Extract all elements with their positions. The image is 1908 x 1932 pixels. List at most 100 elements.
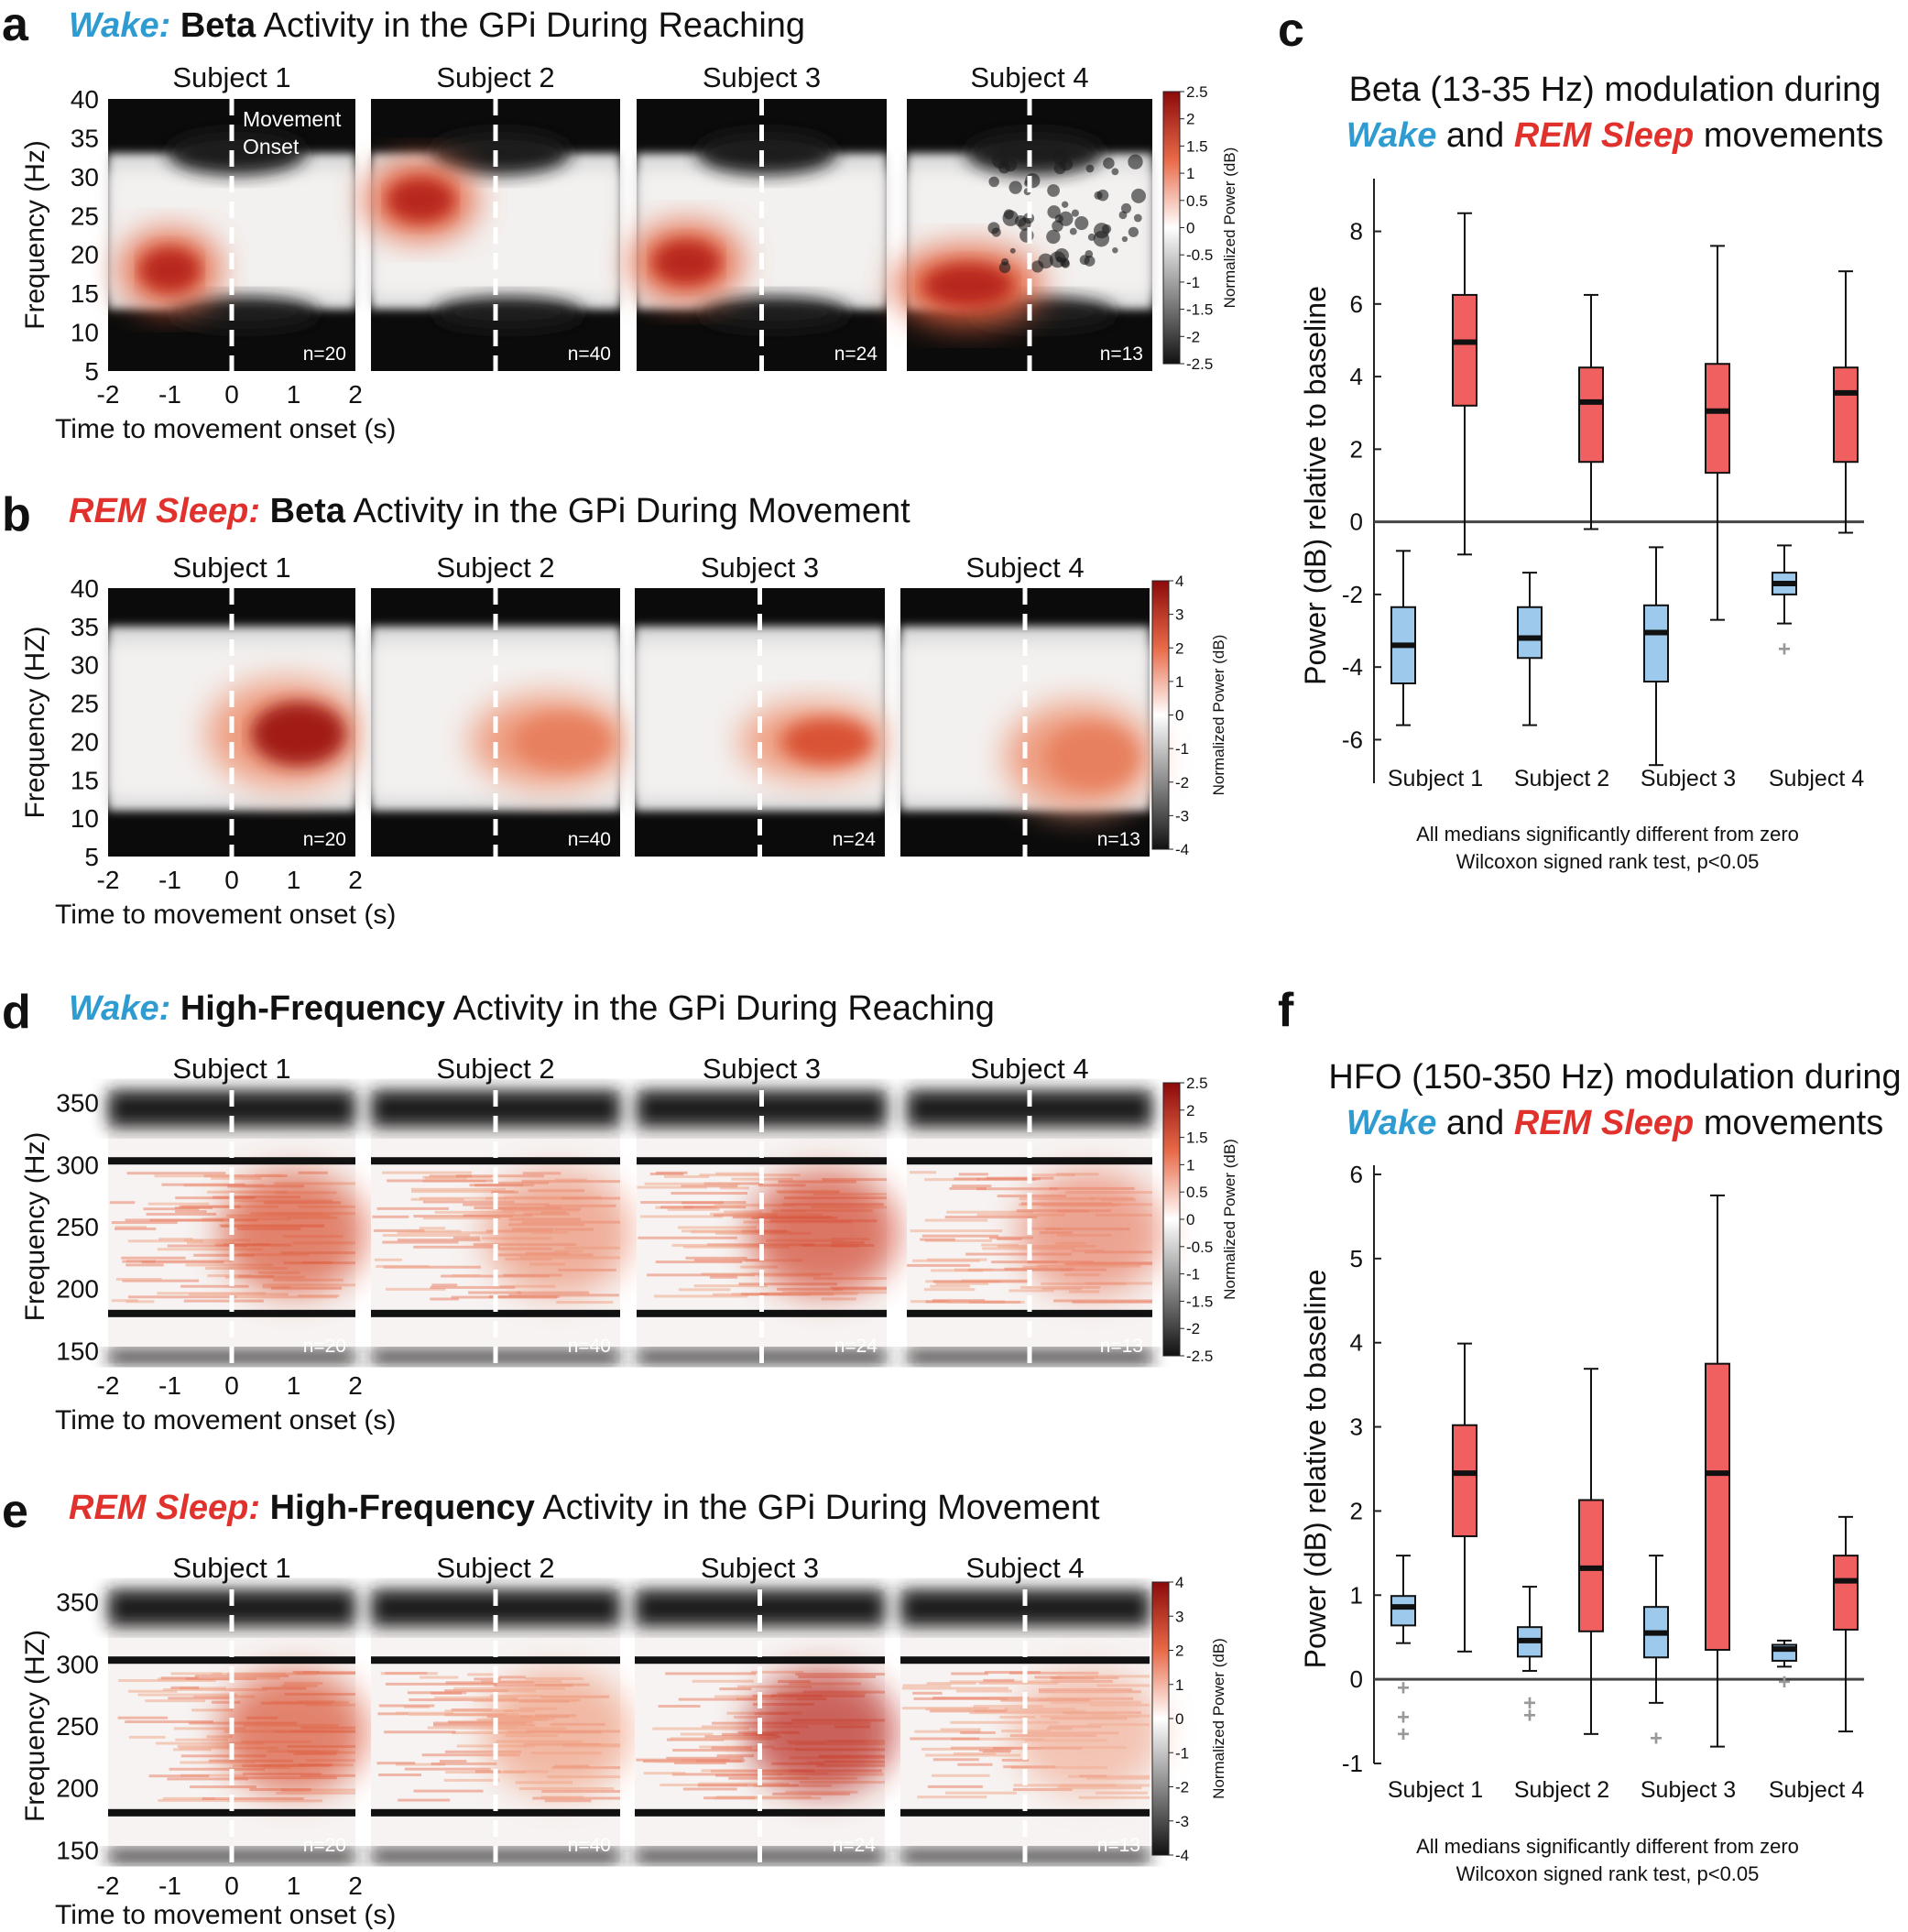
hfo-streak (940, 1728, 981, 1731)
hfo-streak (1034, 1675, 1064, 1679)
y-axis-label: Power (dB) relative to baseline (1299, 286, 1332, 685)
y-tick-label: 300 (56, 1650, 99, 1678)
hfo-streak (396, 1763, 445, 1766)
hfo-streak (902, 1684, 952, 1687)
hfo-streak (434, 1696, 518, 1699)
hfo-streak (372, 1215, 409, 1218)
hfo-streak (1001, 1758, 1030, 1762)
x-axis-label: Time to movement onset (s) (55, 1405, 396, 1435)
noise-dot (1047, 205, 1061, 219)
n-label: n=24 (834, 344, 878, 365)
hfo-streak (170, 1686, 200, 1689)
y-tick-label: 300 (56, 1151, 99, 1179)
hfo-streak (452, 1689, 536, 1693)
colorbar-tick-label: -3 (1175, 1813, 1189, 1830)
x-tick-label: 0 (224, 1371, 239, 1400)
hfo-streak (965, 1252, 1072, 1256)
hfo-streak (788, 1292, 816, 1295)
hfo-streak (643, 1772, 686, 1775)
erd-hotspot-core (387, 178, 454, 222)
hfo-hotspot (1012, 1670, 1162, 1795)
hfo-streak (121, 1256, 186, 1260)
x-tick-label: Subject 4 (1769, 1777, 1864, 1803)
colorbar-tick-label: -1 (1175, 1744, 1189, 1762)
subject-label: Subject 1 (172, 551, 290, 584)
hfo-streak (932, 1280, 1029, 1283)
hfo-streak (413, 1215, 513, 1218)
hfo-streak (652, 1727, 749, 1730)
hfo-streak (298, 1171, 328, 1174)
hfo-streak (724, 1737, 772, 1741)
colorbar-tick-label: -1 (1175, 740, 1189, 758)
outlier-marker: + (1523, 1704, 1536, 1729)
panel-letter: e (2, 1485, 28, 1538)
hfo-streak (988, 1236, 1033, 1239)
hfo-streak (672, 1749, 759, 1752)
hfo-streak (950, 1720, 1059, 1724)
hfo-streak (931, 1774, 990, 1777)
n-label: n=20 (303, 829, 346, 850)
footnote: Wilcoxon signed rank test, p<0.05 (1456, 1862, 1760, 1885)
hfo-streak (169, 1767, 266, 1771)
hfo-streak (162, 1796, 215, 1800)
x-tick-label: 0 (224, 380, 239, 409)
noise-dot (988, 176, 999, 188)
y-tick-label: 150 (56, 1836, 99, 1864)
hfo-streak (638, 1236, 737, 1239)
hfo-streak (231, 1295, 338, 1299)
title-rem: REM Sleep (1514, 116, 1694, 155)
colorbar-tick-label: 0 (1175, 707, 1183, 725)
box-wake (1390, 550, 1416, 726)
hfo-streak (949, 1186, 987, 1190)
noise-dot (1133, 213, 1142, 223)
title-rest: Activity in the GPi During Movement (345, 492, 910, 530)
hfo-streak (734, 1715, 761, 1719)
heatmap-panel: Subject 4 n=13 (907, 1053, 1165, 1363)
hfo-streak (211, 1176, 262, 1180)
hfo-streak (194, 1675, 289, 1678)
x-tick-label: 1 (287, 1872, 301, 1900)
hfo-streak (432, 1721, 527, 1725)
hfo-streak (498, 1675, 526, 1679)
subject-label: Subject 3 (703, 1053, 821, 1085)
hfo-streak (409, 1698, 518, 1702)
y-tick-label: 40 (71, 85, 99, 114)
hfo-streak (398, 1798, 451, 1802)
hfo-streak (434, 1210, 515, 1214)
hfo-streak (431, 1691, 463, 1695)
hfo-streak (914, 1730, 981, 1733)
y-tick-label: 30 (71, 163, 99, 191)
box-rem (1833, 1515, 1859, 1733)
onset-annotation: Onset (243, 135, 300, 158)
panel-letter: f (1278, 984, 1294, 1037)
hfo-streak (125, 1720, 213, 1724)
hfo-streak (385, 1287, 446, 1291)
line-noise-300 (907, 1157, 1152, 1165)
n-label: n=40 (568, 829, 611, 850)
hfo-streak (206, 1735, 233, 1739)
heatmap-panel: Subject 3 n=24 (635, 551, 890, 857)
x-tick-label: Subject 3 (1641, 766, 1736, 791)
hfo-streak (978, 1749, 1012, 1752)
x-tick-label: -1 (158, 1872, 181, 1900)
hfo-streak (665, 1672, 757, 1675)
x-axis-label: Time to movement onset (s) (55, 900, 396, 930)
hfo-streak (833, 1287, 887, 1291)
hfo-streak (145, 1699, 206, 1703)
box-wake: ++ (1517, 1586, 1543, 1729)
hfo-streak (474, 1677, 501, 1681)
hfo-streak (408, 1229, 462, 1233)
box-rem (1705, 245, 1730, 621)
hfo-streak (912, 1259, 980, 1262)
heatmap-panel: Subject 4 n=13 (900, 1552, 1162, 1862)
hfo-streak (1029, 1173, 1075, 1177)
x-tick-label: 2 (348, 866, 363, 894)
box-iqr (1705, 363, 1730, 475)
noise-dot (1052, 220, 1063, 232)
footnote: All medians significantly different from… (1416, 823, 1799, 846)
n-label: n=24 (833, 1835, 877, 1856)
line-noise-180 (907, 1309, 1152, 1317)
hfo-streak (821, 1297, 856, 1301)
hfo-streak (143, 1207, 200, 1211)
y-tick-label: 6 (1350, 290, 1363, 318)
